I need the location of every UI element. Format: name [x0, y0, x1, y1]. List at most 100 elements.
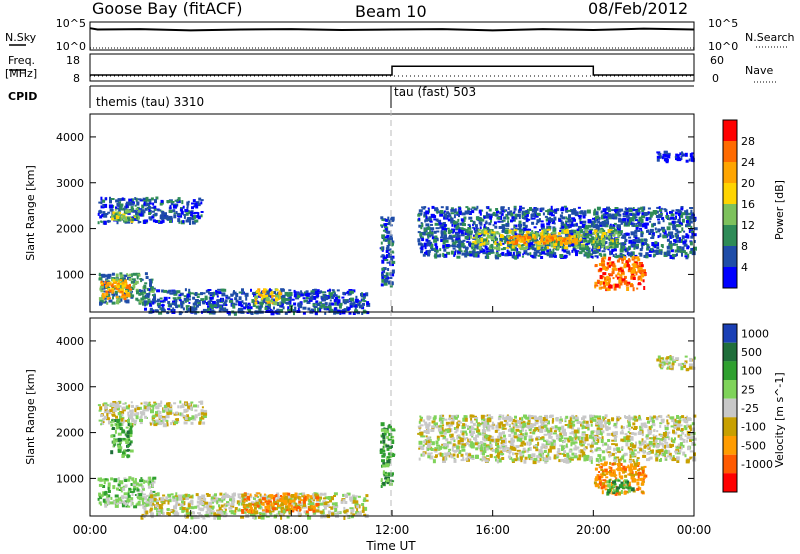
- power-cell-region-3: [127, 293, 131, 298]
- velocity-cell-region-2: [100, 503, 102, 506]
- power-cell-region-4: [186, 309, 189, 312]
- velocity-cell-region-3: [362, 499, 366, 503]
- velocity-cell-region-0: [100, 423, 103, 426]
- power-cell-region-2: [108, 299, 113, 303]
- power-cell-region-4: [184, 298, 189, 302]
- power-cell-region-10: [638, 270, 642, 273]
- power-cell-region-7: [658, 214, 663, 218]
- power-cell-region-7: [572, 248, 576, 251]
- power-cell-region-4: [225, 296, 229, 299]
- velocity-cell-region-0: [105, 404, 109, 407]
- power-cell-region-7: [492, 224, 495, 227]
- velocity-cell-region-2: [137, 500, 141, 504]
- power-cell-region-7: [446, 251, 451, 255]
- power-cell-region-4: [291, 298, 295, 301]
- velocity-cell-region-3: [260, 515, 265, 520]
- power-cell-region-9: [560, 236, 564, 240]
- velocity-cell-region-4: [243, 499, 246, 503]
- velocity-cell-region-0: [154, 413, 157, 416]
- power-cell-region-7: [631, 251, 635, 256]
- power-cell-region-7: [427, 235, 430, 239]
- power-cell-region-4: [221, 292, 226, 297]
- velocity-cell-region-1: [114, 429, 117, 434]
- power-cell-region-6: [383, 256, 388, 261]
- power-cell-region-7: [626, 214, 629, 218]
- power-cell-region-4: [333, 311, 337, 315]
- velocity-cell-region-0: [153, 401, 157, 404]
- freq-series-line: [90, 65, 694, 76]
- velocity-cell-region-3: [323, 506, 327, 510]
- velocity-cell-region-0: [166, 420, 169, 425]
- velocity-cell-region-3: [161, 502, 164, 506]
- velocity-cell-region-0: [194, 414, 198, 419]
- power-cell-region-7: [660, 207, 663, 210]
- power-cell-region-7: [657, 228, 662, 231]
- power-cell-region-2: [126, 273, 129, 277]
- power-cell-region-4: [219, 307, 224, 311]
- velocity-cell-region-3: [224, 508, 227, 511]
- velocity-cell-region-3: [220, 499, 224, 503]
- power-cell-region-7: [616, 225, 619, 228]
- power-cell-region-9: [542, 241, 546, 245]
- velocity-cell-region-3: [193, 515, 198, 519]
- velocity-cell-region-3: [226, 495, 231, 498]
- velocity-cell-region-2: [117, 483, 121, 487]
- power-cell-region-2: [130, 273, 133, 278]
- velocity-cell-region-3: [344, 493, 349, 497]
- power-cell-region-8: [610, 230, 615, 233]
- power-cell-region-7: [526, 217, 529, 222]
- power-cell-region-4: [312, 310, 316, 313]
- velocity-cell-region-2: [128, 476, 132, 480]
- power-cell-region-3: [129, 288, 132, 291]
- power-cell-region-7: [646, 243, 649, 247]
- power-cell-region-7: [561, 245, 564, 250]
- power-cell-region-0: [118, 201, 121, 204]
- power-cell-region-0: [103, 220, 107, 225]
- power-cell-region-0: [149, 217, 153, 221]
- velocity-cell-region-3: [145, 510, 149, 515]
- power-cell-region-4: [284, 291, 289, 296]
- power-cell-region-7: [428, 216, 432, 221]
- power-cell-region-4: [293, 291, 297, 294]
- power-cell-region-7: [636, 240, 641, 244]
- power-cell-region-7: [582, 215, 586, 219]
- power-cell-region-7: [561, 206, 565, 211]
- power-cell-region-7: [420, 226, 423, 230]
- power-cell-region-7: [568, 244, 571, 248]
- velocity-cell-region-3: [178, 503, 180, 506]
- velocity-cell-region-0: [165, 423, 169, 427]
- power-cell-region-7: [532, 243, 536, 246]
- velocity-cell-region-0: [194, 409, 198, 412]
- power-cell-region-0: [160, 214, 165, 218]
- power-cell-region-8: [568, 237, 572, 241]
- velocity-cell-region-4: [272, 507, 276, 511]
- power-cell-region-10: [610, 273, 614, 276]
- power-cell-region-7: [491, 249, 494, 253]
- velocity-cell-region-5: [391, 429, 396, 432]
- power-cell-region-7: [692, 217, 695, 220]
- power-cell-region-7: [452, 241, 457, 245]
- power-cell-region-8: [594, 240, 598, 244]
- power-cell-region-0: [151, 215, 154, 219]
- power-cell-region-9: [516, 236, 520, 240]
- power-cell-region-7: [615, 253, 618, 256]
- power-cell-region-0: [144, 219, 149, 223]
- power-cell-region-7: [598, 221, 603, 225]
- velocity-cell-region-2: [128, 487, 132, 491]
- power-cell-region-9: [517, 238, 521, 241]
- power-cell-region-7: [501, 224, 505, 228]
- velocity-cell-region-0: [184, 402, 187, 405]
- power-cell-region-6: [391, 260, 396, 264]
- power-cell-region-6: [387, 252, 390, 255]
- power-cell-region-0: [115, 206, 117, 210]
- velocity-cell-region-1: [129, 440, 133, 444]
- velocity-cell-region-3: [331, 512, 335, 516]
- power-cell-region-7: [630, 217, 634, 222]
- power-cell-region-7: [656, 246, 660, 250]
- velocity-cell-region-3: [232, 500, 235, 503]
- power-cell-region-4: [332, 290, 336, 294]
- power-cell-region-6: [391, 240, 395, 244]
- power-cell-region-0: [178, 220, 181, 224]
- power-cell-region-4: [315, 300, 319, 304]
